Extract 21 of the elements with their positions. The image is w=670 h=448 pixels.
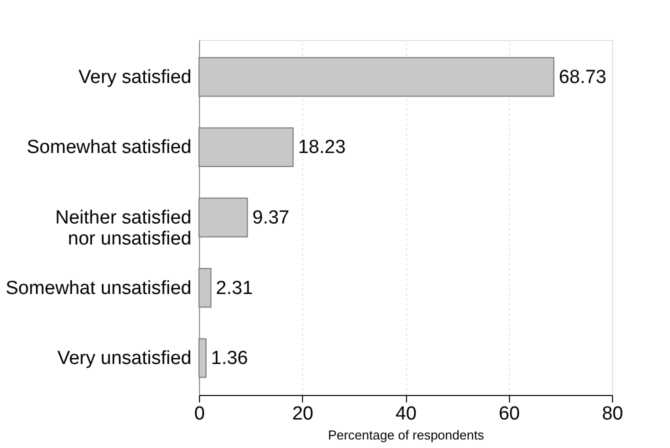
bar [198, 338, 207, 378]
y-tick-label: Somewhat unsatisfied [6, 278, 192, 299]
data-label: 18.23 [298, 137, 346, 158]
data-label: 2.31 [216, 278, 253, 299]
y-tick-label: Very satisfied [78, 66, 192, 88]
y-tick-label: Neither satisfied nor unsatisfied [55, 208, 192, 250]
x-tick-label: 20 [292, 404, 314, 424]
y-tick-label: Somewhat satisfied [26, 137, 192, 158]
bar [198, 198, 248, 238]
x-tick-label: 0 [194, 404, 205, 424]
y-tick-label: Very unsatisfied [57, 348, 192, 370]
x-axis-title: Percentage of respondents [328, 428, 485, 442]
bar [198, 127, 294, 168]
x-tick-label: 80 [602, 404, 624, 424]
data-label: 68.73 [558, 66, 606, 88]
bar [198, 57, 554, 97]
bar [198, 268, 212, 308]
x-tick-label: 60 [498, 404, 520, 424]
x-tick-label: 40 [395, 404, 417, 424]
data-label: 9.37 [252, 208, 290, 228]
data-label: 1.36 [211, 348, 248, 370]
